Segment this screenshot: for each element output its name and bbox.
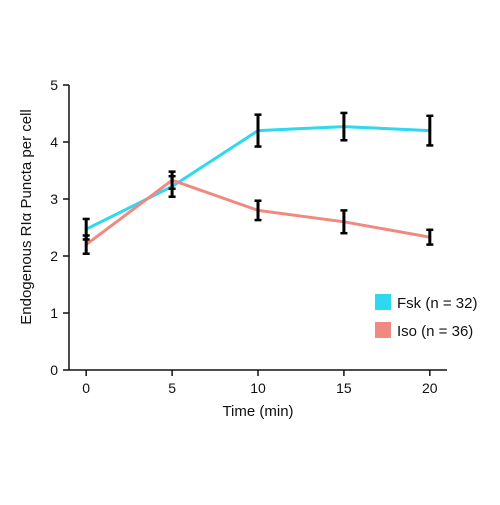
y-tick-label: 5 bbox=[50, 77, 58, 93]
y-tick-label: 4 bbox=[50, 134, 58, 150]
y-tick-label: 1 bbox=[50, 305, 58, 321]
x-tick-label: 0 bbox=[82, 380, 90, 396]
axes: 0 1 2 3 4 5 0 5 10 15 20 bbox=[50, 77, 447, 396]
legend-swatch-iso bbox=[375, 322, 391, 338]
y-axis-title: Endogenous RIα Puncta per cell bbox=[18, 109, 35, 324]
legend-label-iso: Iso (n = 36) bbox=[397, 323, 473, 340]
x-tick-label: 15 bbox=[336, 380, 352, 396]
legend: Fsk (n = 32) Iso (n = 36) bbox=[375, 294, 477, 340]
x-axis-title: Time (min) bbox=[222, 403, 293, 420]
y-tick-label: 3 bbox=[50, 191, 58, 207]
x-tick-label: 5 bbox=[168, 380, 176, 396]
y-tick-label: 2 bbox=[50, 248, 58, 264]
series-group bbox=[82, 111, 434, 255]
x-tick-label: 20 bbox=[422, 380, 438, 396]
legend-swatch-fsk bbox=[375, 294, 391, 310]
legend-label-fsk: Fsk (n = 32) bbox=[397, 295, 477, 312]
x-tick-label: 10 bbox=[250, 380, 266, 396]
y-tick-label: 0 bbox=[50, 362, 58, 378]
